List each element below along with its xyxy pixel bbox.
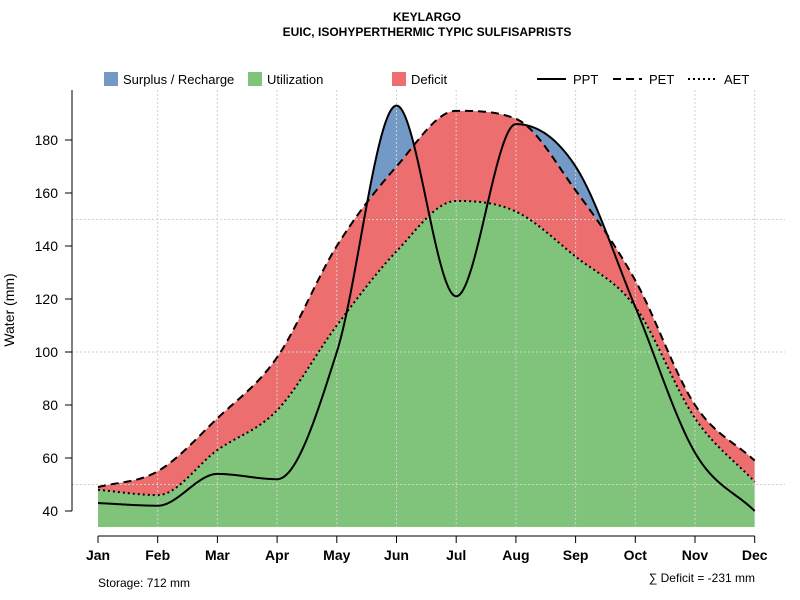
y-tick-label: 120 xyxy=(35,291,59,307)
x-tick-label: Dec xyxy=(742,547,768,563)
y-tick-label: 180 xyxy=(35,132,59,148)
y-tick-label: 160 xyxy=(35,185,59,201)
legend-label-ppt: PPT xyxy=(573,72,598,87)
grid xyxy=(72,90,785,527)
y-tick-label: 40 xyxy=(42,503,58,519)
x-tick-label: Oct xyxy=(624,547,648,563)
legend-label-surplus: Surplus / Recharge xyxy=(123,72,234,87)
legend-label-pet: PET xyxy=(649,72,674,87)
legend-swatch-utilization xyxy=(248,72,262,86)
utilization-area xyxy=(98,200,755,527)
y-axis: 40 60 80 100 120 140 160 180 xyxy=(35,90,73,519)
y-tick-label: 80 xyxy=(42,397,58,413)
legend-label-aet: AET xyxy=(724,72,749,87)
x-tick-label: Mar xyxy=(205,547,230,563)
legend: Surplus / Recharge Utilization Deficit P… xyxy=(104,72,749,87)
pet-line xyxy=(97,109,756,489)
legend-swatch-surplus xyxy=(104,72,118,86)
x-tick-label: May xyxy=(323,547,350,563)
surplus-area xyxy=(98,105,755,488)
series-lines xyxy=(97,104,756,512)
y-tick-label: 60 xyxy=(42,450,58,466)
plot-areas xyxy=(98,105,755,527)
aet-line xyxy=(97,199,756,497)
x-tick-label: Jul xyxy=(446,547,466,563)
deficit-annotation: ∑ Deficit = -231 mm xyxy=(649,571,755,585)
deficit-area xyxy=(98,110,755,496)
chart-title: KEYLARGO xyxy=(393,10,461,24)
y-tick-label: 100 xyxy=(35,344,59,360)
x-tick-label: Apr xyxy=(265,547,290,563)
storage-annotation: Storage: 712 mm xyxy=(98,576,190,590)
x-tick-label: Sep xyxy=(563,547,589,563)
x-tick-label: Jan xyxy=(86,547,110,563)
x-tick-label: Feb xyxy=(145,547,170,563)
x-tick-label: Aug xyxy=(502,547,529,563)
legend-swatch-deficit xyxy=(392,72,406,86)
x-axis: Jan Feb Mar Apr May Jun Jul Aug Sep Oct Nov Dec xyxy=(86,535,768,563)
chart-subtitle: EUIC, ISOHYPERTHERMIC TYPIC SULFISAPRIST… xyxy=(283,25,572,39)
y-tick-label: 140 xyxy=(35,238,59,254)
x-tick-label: Jun xyxy=(384,547,409,563)
ppt-line xyxy=(97,104,756,512)
y-axis-label: Water (mm) xyxy=(1,273,17,346)
legend-label-deficit: Deficit xyxy=(411,72,448,87)
x-tick-label: Nov xyxy=(682,547,709,563)
legend-label-utilization: Utilization xyxy=(267,72,323,87)
